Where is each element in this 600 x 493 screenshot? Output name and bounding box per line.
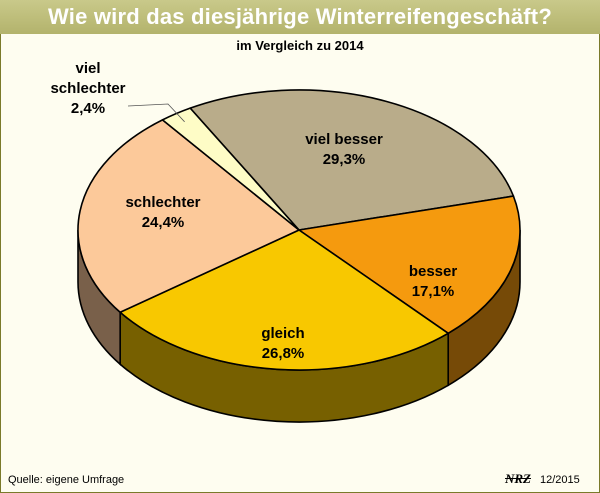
pie-slice-schlechter [77, 119, 300, 314]
slice-label-viel-schlechter: viel schlechter 2,4% [50, 60, 125, 117]
pie-slice-viel-schlechter [161, 107, 300, 231]
slice-value-text: 24,4% [142, 214, 185, 231]
pie-slice-besser [298, 195, 521, 335]
chart-subtitle: im Vergleich zu 2014 [236, 38, 364, 53]
slice-label-viel-besser: viel besser 29,3% [305, 131, 383, 168]
slice-label-gleich: gleich 26,8% [261, 325, 304, 362]
pie-slice-gleich [119, 229, 449, 371]
slice-label-text: schlechter [125, 194, 200, 211]
source-note: Quelle: eigene Umfrage [8, 474, 125, 486]
publication-date: 12/2015 [540, 474, 580, 486]
slice-value-text: 17,1% [412, 283, 455, 300]
slice-label-text: gleich [261, 325, 304, 342]
slice-value-text: 29,3% [323, 151, 366, 168]
slice-label-schlechter: schlechter 24,4% [125, 194, 200, 231]
slice-label-text: schlechter [50, 80, 125, 97]
slice-label-text: viel besser [305, 131, 383, 148]
slice-value-text: 26,8% [262, 345, 305, 362]
slice-value-text: 2,4% [71, 100, 105, 117]
publisher-logo: NRZ [505, 471, 531, 486]
leader-line [127, 103, 185, 123]
slice-label-text: viel [75, 60, 100, 77]
slice-label-besser: besser 17,1% [409, 263, 458, 300]
pie-top [77, 89, 521, 371]
chart-title: Wie wird das diesjährige Winterreifenges… [0, 0, 600, 34]
pie-slice-viel-besser [189, 89, 515, 231]
slice-label-text: besser [409, 263, 458, 280]
